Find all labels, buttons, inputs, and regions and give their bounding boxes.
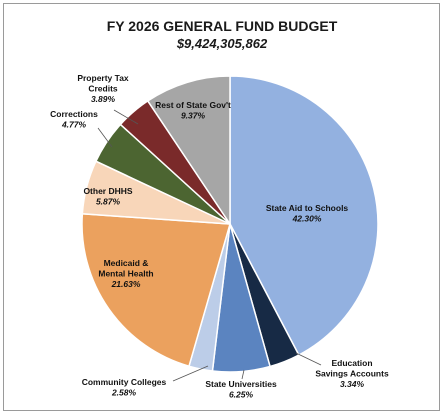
slice-percent-education-savings-accounts: 3.34% xyxy=(340,379,365,389)
slice-label-medicaid-mental-health: Mental Health xyxy=(98,269,153,279)
leader-line-property-tax-credits xyxy=(113,109,139,125)
slice-label-rest-of-state-gov-t: Rest of State Gov't xyxy=(155,100,231,110)
slice-label-corrections: Corrections xyxy=(50,109,98,119)
slice-label-medicaid-mental-health: Medicaid & xyxy=(104,258,149,268)
slice-label-education-savings-accounts: Education xyxy=(331,358,372,368)
slice-percent-rest-of-state-gov-t: 9.37% xyxy=(181,111,206,121)
pie-chart: FY 2026 GENERAL FUND BUDGET $9,424,305,8… xyxy=(50,18,389,400)
slice-label-state-aid-to-schools: State Aid to Schools xyxy=(266,203,349,213)
leader-line-state-universities xyxy=(241,369,245,380)
slice-percent-corrections: 4.77% xyxy=(61,120,87,130)
chart-subtitle: $9,424,305,862 xyxy=(176,36,268,51)
chart-title: FY 2026 GENERAL FUND BUDGET xyxy=(107,18,338,34)
slice-label-community-colleges: Community Colleges xyxy=(82,377,167,387)
pie-slice-state-aid-to-schools xyxy=(229,75,379,357)
slice-percent-property-tax-credits: 3.89% xyxy=(91,94,116,104)
slice-percent-community-colleges: 2.58% xyxy=(111,388,137,398)
slice-percent-other-dhhs: 5.87% xyxy=(96,197,121,207)
slice-label-other-dhhs: Other DHHS xyxy=(83,186,132,196)
pie-slice-medicaid-mental-health xyxy=(81,212,231,368)
chart-frame: FY 2026 GENERAL FUND BUDGET $9,424,305,8… xyxy=(3,3,440,411)
slice-percent-state-aid-to-schools: 42.30% xyxy=(292,214,322,224)
pie-slice-rest-of-state-gov-t xyxy=(146,75,231,227)
slice-label-property-tax-credits: Credits xyxy=(88,84,118,94)
leader-line-corrections xyxy=(97,127,113,148)
slice-label-state-universities: State Universities xyxy=(205,379,277,389)
pie-slices xyxy=(81,75,379,373)
slice-label-education-savings-accounts: Savings Accounts xyxy=(315,369,389,379)
leader-line-community-colleges xyxy=(172,365,209,382)
slice-percent-medicaid-mental-health: 21.63% xyxy=(111,279,141,289)
slice-percent-state-universities: 6.25% xyxy=(229,390,254,400)
leader-line-education-savings-accounts xyxy=(295,352,322,366)
slice-label-property-tax-credits: Property Tax xyxy=(77,73,129,83)
